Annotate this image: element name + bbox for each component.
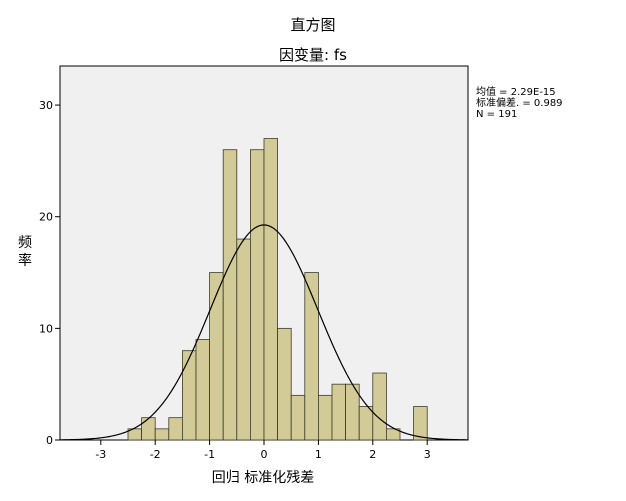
histogram-bar — [181, 350, 197, 441]
histogram-bar — [290, 394, 306, 441]
x-tick-label: -2 — [150, 448, 161, 461]
histogram-bar — [154, 428, 170, 441]
chart-title: 直方图 — [290, 16, 336, 34]
x-tick-label: 0 — [261, 448, 268, 461]
normal-curve — [59, 224, 469, 441]
x-tick-label: 1 — [315, 448, 322, 461]
histogram-bar — [263, 138, 279, 441]
y-tick-label: 0 — [46, 434, 53, 447]
histogram-bar — [317, 394, 333, 441]
y-tick-label: 10 — [39, 322, 53, 335]
histogram-bar — [168, 417, 183, 441]
x-tick-label: -3 — [95, 448, 106, 461]
histogram-bar — [304, 272, 319, 441]
histogram-bar — [141, 417, 156, 441]
chart-subtitle: 因变量: fs — [279, 46, 347, 64]
histogram-bar — [331, 383, 346, 441]
stat-sd: 标准偏差. = 0.989 — [476, 98, 563, 109]
x-tick-label: 3 — [424, 448, 431, 461]
histogram-bar — [385, 428, 401, 441]
histogram-bar — [195, 339, 210, 441]
x-tick-label: 2 — [369, 448, 376, 461]
histogram-bar — [413, 406, 428, 441]
stats-legend: 均值 = 2.29E-15 标准偏差. = 0.989 N = 191 — [476, 87, 563, 120]
stat-n: N = 191 — [476, 109, 518, 120]
histogram-bar — [249, 149, 265, 441]
histogram-bar — [222, 149, 238, 441]
y-axis-label: 频率 — [18, 235, 32, 269]
histogram-bar — [358, 406, 374, 441]
histogram-bar — [372, 372, 387, 441]
histogram-bar — [277, 327, 292, 441]
x-axis-label: 回归 标准化残差 — [211, 470, 315, 486]
y-tick-label: 30 — [39, 99, 53, 112]
histogram-bar — [236, 238, 251, 441]
stat-mean: 均值 = 2.29E-15 — [476, 87, 556, 98]
x-tick-label: -1 — [204, 448, 215, 461]
y-tick-label: 20 — [39, 211, 53, 224]
histogram-bar — [209, 272, 224, 441]
